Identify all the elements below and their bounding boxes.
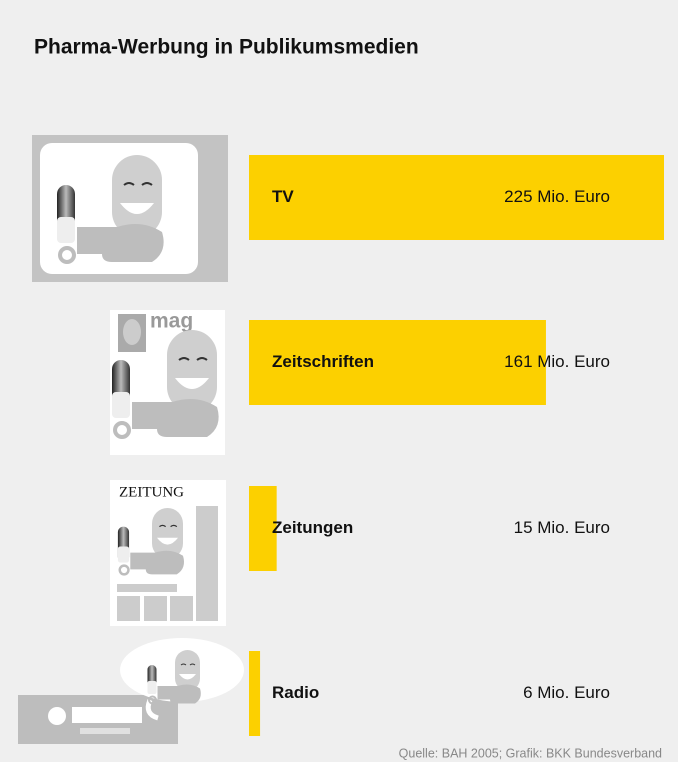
magazine-icon: mag [110, 310, 225, 455]
bar [249, 320, 546, 405]
chart-title: Pharma-Werbung in Publikumsmedien [34, 36, 419, 59]
category-label: TV [272, 187, 294, 206]
bar [249, 651, 261, 736]
magazine-label: mag [150, 310, 193, 333]
value-label: 6 Mio. Euro [523, 683, 610, 702]
newspaper-icon: ZEITUNG [110, 480, 226, 626]
bar [249, 155, 664, 240]
category-label: Radio [272, 683, 319, 702]
tv-icon [32, 135, 228, 282]
newspaper-label: ZEITUNG [119, 484, 184, 500]
category-label: Zeitungen [272, 518, 353, 537]
radio-icon [18, 638, 244, 744]
source-note: Quelle: BAH 2005; Grafik: BKK Bundesverb… [399, 746, 662, 760]
value-label: 15 Mio. Euro [514, 518, 610, 537]
category-label: Zeitschriften [272, 352, 374, 371]
bar [249, 486, 277, 571]
value-label: 161 Mio. Euro [504, 352, 610, 371]
value-label: 225 Mio. Euro [504, 187, 610, 206]
